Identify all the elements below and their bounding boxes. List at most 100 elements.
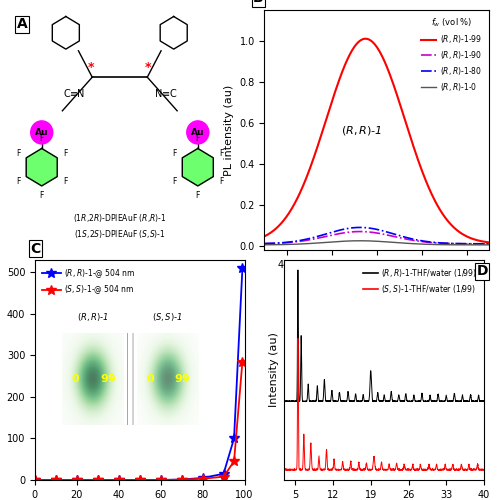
$(R,R)$-1-80	[357, 224, 363, 230]
$(R,R)$-1-0	[370, 238, 376, 244]
$(S,S)$-1-@ 504 nm	[116, 477, 122, 483]
Legend: $(R,R)$-1-THF/water (1/99), $(S,S)$-1-THF/water (1/99): $(R,R)$-1-THF/water (1/99), $(S,S)$-1-TH…	[360, 264, 480, 298]
$(R,R)$-1-0	[486, 242, 492, 248]
Line: $(R,R)$-1-80: $(R,R)$-1-80	[264, 228, 489, 244]
Text: Au: Au	[191, 128, 205, 137]
$(S,S)$-1-@ 504 nm	[221, 474, 227, 480]
$(R,R)$-1-90	[369, 230, 375, 235]
$(R,R)$-1-0	[261, 242, 267, 248]
Text: C: C	[169, 89, 176, 99]
$(R,R)$-1-99	[261, 234, 267, 239]
Circle shape	[187, 121, 209, 144]
$(R,R)$-1-@ 504 nm	[231, 436, 237, 442]
Text: ≡: ≡	[162, 89, 170, 99]
$(S,S)$-1-@ 504 nm	[74, 477, 80, 483]
$(R,R)$-1-@ 504 nm	[179, 476, 185, 482]
Y-axis label: Intensity (au): Intensity (au)	[269, 332, 279, 407]
Text: A: A	[16, 17, 27, 31]
$(R,R)$-1-90	[396, 234, 402, 240]
$(R,R)$-1-90	[481, 241, 487, 247]
$(R,R)$-1-@ 504 nm	[74, 477, 80, 483]
Line: $(R,R)$-1-@ 504 nm: $(R,R)$-1-@ 504 nm	[30, 264, 248, 485]
$(R,R)$-1-90	[261, 240, 267, 246]
Text: C: C	[31, 242, 41, 256]
Text: $(R,R)$-1: $(R,R)$-1	[341, 124, 382, 136]
Text: (1$R$,2$R$)-DPIEAuF ($R$,$R$)-1: (1$R$,2$R$)-DPIEAuF ($R$,$R$)-1	[73, 212, 167, 224]
X-axis label: Wavelength (nm): Wavelength (nm)	[323, 276, 431, 285]
$(R,R)$-1-@ 504 nm	[200, 475, 206, 481]
$(R,R)$-1-90	[383, 232, 389, 238]
Line: $(R,R)$-1-90: $(R,R)$-1-90	[264, 232, 489, 244]
Text: F: F	[63, 177, 67, 186]
$(R,R)$-1-80	[383, 229, 389, 235]
Text: F: F	[219, 148, 224, 158]
Polygon shape	[182, 148, 213, 186]
$(S,S)$-1-@ 504 nm	[158, 477, 164, 483]
Line: $(S,S)$-1-@ 504 nm: $(S,S)$-1-@ 504 nm	[30, 357, 248, 485]
$(R,R)$-1-90	[486, 241, 492, 247]
Polygon shape	[26, 148, 57, 186]
$(R,R)$-1-0	[383, 239, 389, 245]
Legend: $(R,R)$-1-99, $(R,R)$-1-90, $(R,R)$-1-80, $(R,R)$-1-0: $(R,R)$-1-99, $(R,R)$-1-90, $(R,R)$-1-80…	[418, 14, 485, 96]
Y-axis label: PL intensity (au): PL intensity (au)	[224, 84, 234, 176]
Text: F: F	[172, 177, 177, 186]
$(R,R)$-1-80	[446, 240, 452, 246]
$(R,R)$-1-99	[486, 240, 492, 246]
Text: D: D	[477, 264, 488, 278]
Text: F: F	[63, 148, 67, 158]
$(R,R)$-1-90	[446, 240, 452, 246]
Text: F: F	[172, 148, 177, 158]
Text: F: F	[16, 148, 20, 158]
$(R,R)$-1-90	[357, 228, 363, 234]
Text: ≡: ≡	[70, 89, 78, 99]
Text: B: B	[253, 0, 264, 5]
$(R,R)$-1-99	[481, 238, 487, 244]
$(S,S)$-1-@ 504 nm	[179, 476, 185, 482]
$(S,S)$-1-@ 504 nm	[53, 477, 59, 483]
$(S,S)$-1-@ 504 nm	[95, 477, 101, 483]
$(S,S)$-1-@ 504 nm	[200, 476, 206, 482]
Text: *: *	[88, 60, 94, 74]
$(R,R)$-1-0	[446, 242, 452, 248]
$(S,S)$-1-@ 504 nm	[231, 458, 237, 464]
$(R,R)$-1-@ 504 nm	[53, 477, 59, 483]
$(R,R)$-1-0	[396, 240, 402, 246]
$(S,S)$-1-@ 504 nm	[240, 358, 246, 364]
$(R,R)$-1-@ 504 nm	[116, 477, 122, 483]
$(R,R)$-1-99	[383, 63, 389, 69]
$(R,R)$-1-99	[396, 97, 402, 103]
Line: $(R,R)$-1-99: $(R,R)$-1-99	[264, 38, 489, 242]
Y-axis label: $d_{AIE}$: $d_{AIE}$	[0, 359, 1, 381]
$(R,R)$-1-@ 504 nm	[32, 477, 38, 483]
$(R,R)$-1-0	[481, 242, 487, 248]
$(R,R)$-1-99	[370, 40, 376, 46]
$(R,R)$-1-80	[396, 232, 402, 238]
$(R,R)$-1-@ 504 nm	[158, 477, 164, 483]
$(R,R)$-1-80	[369, 226, 375, 232]
$(R,R)$-1-@ 504 nm	[221, 471, 227, 477]
$(S,S)$-1-@ 504 nm	[137, 477, 143, 483]
$(R,R)$-1-99	[363, 36, 369, 42]
$(R,R)$-1-80	[370, 226, 376, 232]
$(R,R)$-1-0	[369, 238, 375, 244]
$(S,S)$-1-@ 504 nm	[32, 477, 38, 483]
Text: F: F	[196, 134, 200, 143]
Text: *: *	[145, 60, 152, 74]
$(R,R)$-1-99	[369, 38, 375, 44]
$(R,R)$-1-80	[261, 240, 267, 246]
$(R,R)$-1-@ 504 nm	[137, 477, 143, 483]
$(R,R)$-1-@ 504 nm	[240, 266, 246, 272]
Text: N: N	[77, 89, 84, 99]
Text: F: F	[39, 191, 44, 200]
Circle shape	[31, 121, 53, 144]
$(R,R)$-1-0	[357, 238, 363, 244]
$(R,R)$-1-@ 504 nm	[95, 477, 101, 483]
Text: Au: Au	[35, 128, 48, 137]
Text: N: N	[155, 89, 163, 99]
Legend: $(R,R)$-1-@ 504 nm, $(S,S)$-1-@ 504 nm: $(R,R)$-1-@ 504 nm, $(S,S)$-1-@ 504 nm	[39, 264, 138, 299]
Text: C: C	[63, 89, 70, 99]
$(R,R)$-1-99	[446, 220, 452, 226]
Text: (1$S$,2$S$)-DPIEAuF ($S$,$S$)-1: (1$S$,2$S$)-DPIEAuF ($S$,$S$)-1	[74, 228, 166, 240]
Line: $(R,R)$-1-0: $(R,R)$-1-0	[264, 241, 489, 245]
Text: F: F	[39, 134, 44, 143]
